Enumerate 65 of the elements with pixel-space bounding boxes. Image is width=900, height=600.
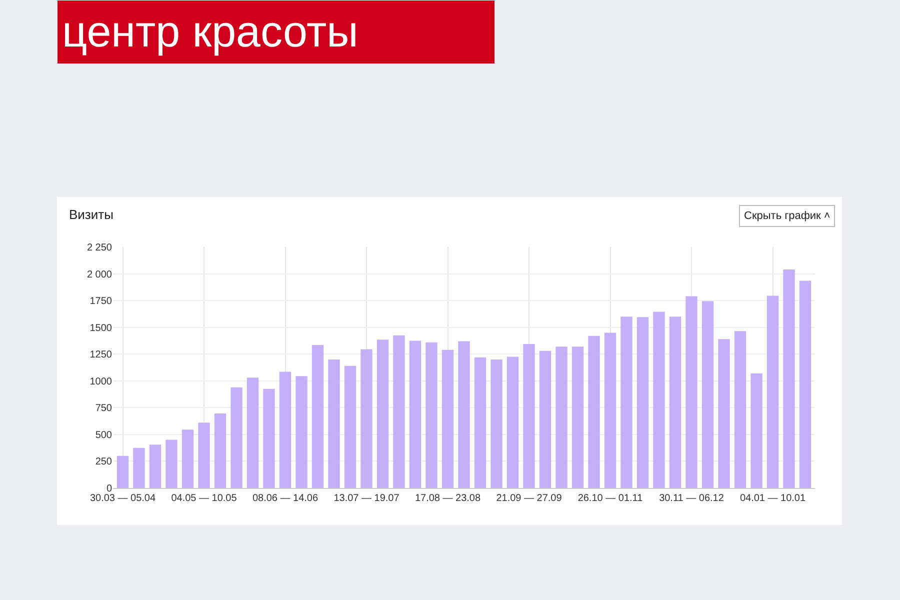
bar [166, 440, 178, 488]
bar [653, 312, 665, 488]
bar [490, 359, 502, 488]
chart-subtitle: Визиты [69, 207, 114, 222]
bar [799, 280, 812, 488]
text: Скрыть график ˄ [744, 210, 830, 222]
x-tick-label: 04.05 — 10.05 [171, 493, 238, 504]
bar [279, 372, 292, 488]
x-tick-label: 17.08 — 23.08 [414, 493, 481, 504]
bar [539, 350, 552, 488]
bar [393, 335, 405, 488]
bar [376, 340, 389, 488]
bar [312, 345, 324, 488]
bar [766, 296, 779, 488]
y-tick-label: 500 [95, 430, 112, 441]
bar [702, 301, 714, 488]
y-tick-label: 1750 [90, 296, 112, 308]
bar [572, 346, 584, 488]
bar [458, 341, 470, 488]
bar [230, 387, 242, 488]
bar [506, 356, 519, 488]
bar [686, 296, 698, 488]
bar [344, 366, 356, 488]
bar [734, 331, 746, 488]
x-tick-label: 08.06 — 14.06 [252, 493, 318, 504]
bar [149, 444, 162, 488]
y-tick-label: 1000 [90, 376, 112, 388]
bar [556, 346, 568, 488]
bar [620, 316, 632, 488]
bar [426, 342, 438, 488]
bar [783, 269, 795, 488]
bar [328, 359, 340, 488]
bar [718, 339, 730, 488]
y-tick-label: 0 [106, 484, 112, 494]
y-tick-label: 1250 [90, 350, 112, 361]
bar [442, 350, 454, 488]
bar [750, 373, 762, 488]
bar [360, 349, 372, 488]
bar [116, 456, 129, 488]
x-tick-label: 13.07 — 19.07 [334, 493, 400, 504]
y-tick-label: 750 [95, 403, 112, 414]
y-tick-label: 250 [95, 456, 112, 468]
bar [182, 430, 194, 488]
chart-title: центр красоты [62, 8, 358, 56]
y-tick-label: 2 000 [86, 269, 112, 280]
x-tick-label: 21.09 — 27.09 [496, 493, 562, 504]
y-tick-label: 2 250 [86, 242, 112, 254]
x-tick-label: 04.01 — 10.01 [740, 493, 806, 504]
x-tick-label: 30.03 — 05.04 [90, 493, 156, 504]
bar [246, 378, 259, 488]
x-tick-label: 26.10 — 01.11 [578, 493, 644, 504]
bar [296, 376, 308, 488]
bar [604, 332, 616, 488]
bar [133, 448, 145, 488]
bar [669, 316, 682, 488]
bar [263, 388, 275, 488]
bar [474, 357, 486, 488]
bar [409, 340, 422, 488]
x-tick-label: 30.11 — 06.12 [659, 493, 724, 504]
bar [636, 317, 649, 488]
bar [198, 422, 210, 488]
bar [523, 344, 535, 488]
bar [588, 336, 600, 488]
bar [214, 414, 226, 488]
y-tick-label: 1500 [90, 322, 112, 334]
